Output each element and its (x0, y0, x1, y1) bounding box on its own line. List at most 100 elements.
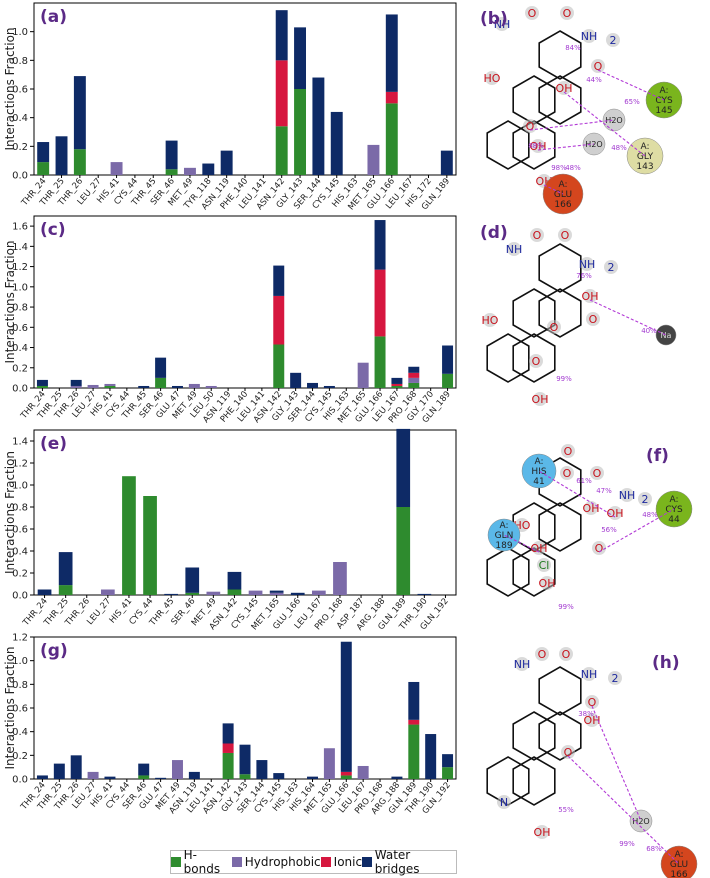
atom-label: OH (534, 826, 551, 839)
bar-water-bridges (442, 345, 454, 374)
partner-f1 (521, 453, 557, 489)
atom-label: O (538, 648, 547, 661)
bar-h-bonds (396, 507, 411, 595)
bar-water-bridges (138, 385, 150, 388)
bar-hydrophobic (408, 377, 420, 383)
atom-glow (547, 320, 561, 334)
atom-label: O (561, 229, 570, 242)
bar-water-bridges (269, 590, 284, 593)
y-axis-label: Interactions Fraction (3, 27, 17, 150)
atom-label: OH (539, 577, 556, 590)
bar-water-bridges (220, 150, 233, 175)
percent-label: 99% (619, 840, 635, 848)
atom-label: OH (531, 542, 548, 555)
atom-glow (559, 647, 573, 661)
percent-label: 76% (576, 272, 592, 280)
atom-label: 2 (612, 672, 619, 685)
bar-h-bonds (104, 385, 116, 388)
atom-label: OH (582, 290, 599, 303)
interaction-line (597, 69, 665, 101)
ring-2 (512, 711, 556, 761)
atom-label: O (550, 321, 559, 334)
legend-swatch (171, 857, 181, 867)
y-tick-label: 1.6 (12, 222, 28, 233)
y-tick-label: 1.2 (12, 633, 28, 644)
ring-3 (512, 333, 556, 383)
bar-ionic (222, 743, 234, 753)
bar-water-bridges (171, 385, 183, 388)
bar-ionic (374, 269, 386, 337)
atom-label: OH (530, 140, 547, 153)
atom-glow (582, 667, 596, 681)
ring-0 (538, 243, 582, 293)
y-tick-label: 0.0 (12, 775, 28, 786)
partner-label: A: (674, 850, 683, 860)
partner-b3 (602, 108, 626, 132)
atom-glow (560, 6, 574, 20)
atom-label: NH (581, 30, 598, 43)
bar-water-bridges (58, 552, 73, 586)
bar-water-bridges (425, 734, 437, 779)
bar-hydrophobic (248, 590, 263, 595)
interaction-line (563, 91, 646, 157)
percent-label: 44% (586, 76, 602, 84)
y-axis-label: Interactions Fraction (3, 240, 17, 363)
percent-label: 40% (641, 327, 657, 335)
atom-label: O (533, 229, 542, 242)
atom-glow (608, 671, 622, 685)
panel-label: (e) (40, 434, 67, 454)
legend-swatch (362, 857, 372, 867)
bar-water-bridges (222, 723, 234, 744)
legend-item: Water bridges (362, 848, 456, 876)
bar-hydrophobic (104, 383, 116, 386)
percent-label: 48% (642, 511, 658, 519)
bar-hydrophobic (110, 162, 123, 175)
ring-4 (486, 547, 530, 597)
bar-hydrophobic (311, 590, 326, 595)
atom-label: Cl (539, 559, 550, 572)
ring-4 (486, 333, 530, 383)
atom-label: O (593, 467, 602, 480)
percent-label: 84% (565, 44, 581, 52)
bar-water-bridges (53, 763, 65, 779)
atom-label: NH (494, 18, 511, 31)
atom-glow (591, 59, 605, 73)
bar-h-bonds (138, 775, 150, 779)
bar-water-bridges (37, 589, 52, 595)
atom-glow (495, 17, 509, 31)
y-tick-label: 1.4 (12, 437, 28, 448)
legend-item: Ionic (320, 855, 362, 869)
y-tick-label: 0.8 (12, 56, 28, 67)
panel-label: (a) (40, 7, 67, 27)
atom-label: NH (514, 658, 531, 671)
bar-h-bonds (391, 385, 403, 388)
partner-label: GLY (637, 152, 654, 162)
bar-water-bridges (36, 379, 48, 386)
y-tick-label: 0.6 (12, 323, 28, 334)
atom-glow (537, 558, 551, 572)
partner-label: A: (659, 86, 668, 96)
atom-glow (525, 6, 539, 20)
chart-2: 0.0 0.2 0.4 0.6 0.8 1.0 1.2 1.4 Interactions Fra… (3, 428, 457, 633)
bar-water-bridges (185, 567, 200, 593)
atom-label: O (532, 355, 541, 368)
bar-water-bridges (37, 142, 50, 163)
bar-water-bridges (165, 140, 178, 170)
bar-hydrophobic (183, 167, 196, 175)
atom-glow (540, 576, 554, 590)
panel-label: (c) (40, 220, 66, 240)
partner-label: GLU (554, 190, 572, 200)
bar-water-bridges (275, 10, 288, 61)
interaction-line (589, 299, 667, 336)
bar-water-bridges (294, 27, 307, 89)
bar-water-bridges (55, 136, 68, 175)
percent-label: 38% (578, 710, 594, 718)
diagram-1: NH O O NH 2 HO OH O O O OH Na 76% 40% 99% (d) (480, 223, 677, 406)
bar-water-bridges (330, 111, 343, 175)
bar-hydrophobic (269, 592, 284, 595)
percent-label: 61% (576, 477, 592, 485)
atom-glow (606, 33, 620, 47)
